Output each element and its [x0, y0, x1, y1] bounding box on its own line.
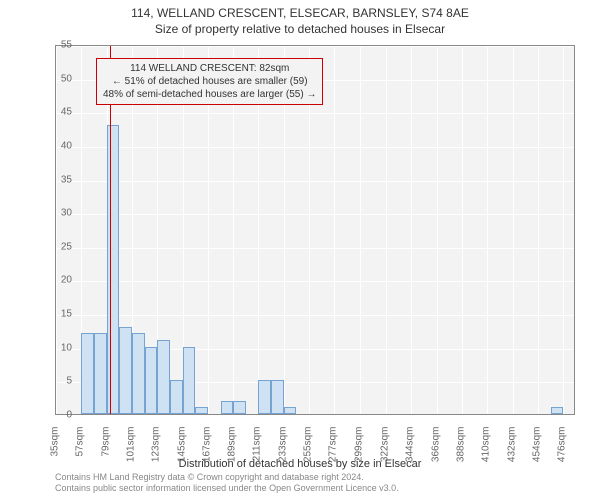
grid-line-horizontal [56, 147, 574, 148]
x-tick-label: 101sqm [125, 427, 136, 467]
histogram-bar [107, 125, 120, 414]
y-tick-label: 15 [52, 309, 72, 320]
annotation-line2: ← 51% of detached houses are smaller (59… [103, 75, 316, 88]
grid-line-vertical [437, 46, 438, 414]
x-tick-label: 388sqm [456, 427, 467, 467]
grid-line-vertical [538, 46, 539, 414]
y-tick-label: 55 [52, 40, 72, 51]
x-tick-label: 454sqm [532, 427, 543, 467]
y-tick-label: 40 [52, 140, 72, 151]
histogram-bar [157, 340, 170, 414]
grid-line-horizontal [56, 181, 574, 182]
grid-line-horizontal [56, 248, 574, 249]
x-tick-label: 476sqm [557, 427, 568, 467]
x-tick-label: 211sqm [252, 427, 263, 467]
grid-line-vertical [360, 46, 361, 414]
x-tick-label: 123sqm [151, 427, 162, 467]
x-tick-label: 79sqm [100, 427, 111, 467]
grid-line-vertical [563, 46, 564, 414]
histogram-bar [284, 407, 297, 414]
grid-line-vertical [487, 46, 488, 414]
x-tick-label: 35sqm [50, 427, 61, 467]
x-tick-label: 189sqm [227, 427, 238, 467]
x-tick-label: 167sqm [201, 427, 212, 467]
grid-line-horizontal [56, 113, 574, 114]
histogram-bar [170, 380, 183, 414]
chart-title-main: 114, WELLAND CRESCENT, ELSECAR, BARNSLEY… [0, 6, 600, 20]
y-tick-label: 5 [52, 376, 72, 387]
y-tick-label: 30 [52, 208, 72, 219]
grid-line-vertical [411, 46, 412, 414]
histogram-bar [132, 333, 145, 414]
histogram-bar [145, 347, 158, 414]
histogram-bar [221, 401, 234, 414]
y-tick-label: 45 [52, 107, 72, 118]
grid-line-vertical [56, 46, 57, 414]
x-tick-label: 255sqm [303, 427, 314, 467]
histogram-bar [81, 333, 94, 414]
grid-line-horizontal [56, 416, 574, 417]
grid-line-horizontal [56, 214, 574, 215]
y-tick-label: 20 [52, 275, 72, 286]
x-tick-label: 366sqm [430, 427, 441, 467]
annotation-line3: 48% of semi-detached houses are larger (… [103, 88, 316, 101]
copyright-line1: Contains HM Land Registry data © Crown c… [55, 472, 399, 483]
histogram-bar [94, 333, 107, 414]
histogram-bar [119, 327, 132, 414]
grid-line-vertical [462, 46, 463, 414]
x-tick-label: 233sqm [277, 427, 288, 467]
annotation-line1: 114 WELLAND CRESCENT: 82sqm [103, 62, 316, 75]
grid-line-vertical [513, 46, 514, 414]
x-tick-label: 277sqm [328, 427, 339, 467]
grid-line-horizontal [56, 46, 574, 47]
histogram-bar [183, 347, 196, 414]
x-tick-label: 322sqm [380, 427, 391, 467]
y-tick-label: 35 [52, 174, 72, 185]
histogram-bar [271, 380, 284, 414]
grid-line-horizontal [56, 281, 574, 282]
x-tick-label: 57sqm [75, 427, 86, 467]
histogram-bar [195, 407, 208, 414]
chart-plot-area: 114 WELLAND CRESCENT: 82sqm ← 51% of det… [55, 45, 575, 415]
histogram-bar [551, 407, 564, 414]
y-tick-label: 50 [52, 73, 72, 84]
annotation-box: 114 WELLAND CRESCENT: 82sqm ← 51% of det… [96, 58, 323, 105]
x-tick-label: 432sqm [506, 427, 517, 467]
grid-line-vertical [334, 46, 335, 414]
y-tick-label: 0 [52, 410, 72, 421]
x-tick-label: 299sqm [353, 427, 364, 467]
x-tick-label: 145sqm [176, 427, 187, 467]
chart-title-sub: Size of property relative to detached ho… [0, 22, 600, 36]
histogram-bar [233, 401, 246, 414]
chart-container: 114, WELLAND CRESCENT, ELSECAR, BARNSLEY… [0, 0, 600, 500]
grid-line-horizontal [56, 315, 574, 316]
x-tick-label: 344sqm [405, 427, 416, 467]
copyright-text: Contains HM Land Registry data © Crown c… [55, 472, 399, 494]
y-tick-label: 10 [52, 342, 72, 353]
copyright-line2: Contains public sector information licen… [55, 483, 399, 494]
histogram-bar [258, 380, 271, 414]
y-tick-label: 25 [52, 241, 72, 252]
x-tick-label: 410sqm [481, 427, 492, 467]
grid-line-vertical [386, 46, 387, 414]
